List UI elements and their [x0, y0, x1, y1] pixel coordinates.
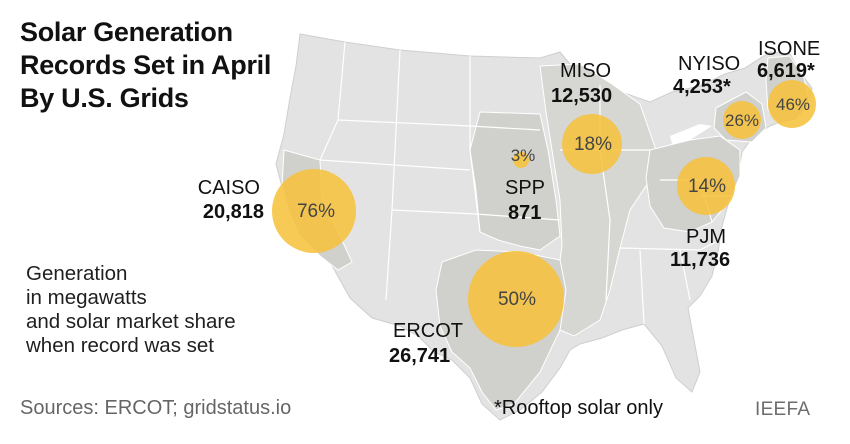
chart-title: Solar Generation Records Set in April By…: [20, 17, 272, 113]
miso-share: 18%: [573, 134, 613, 155]
rooftop-footnote: *Rooftop solar only: [494, 397, 663, 419]
isone-share: 46%: [775, 95, 811, 114]
spp-share: 3%: [510, 146, 536, 165]
spp-label: SPP: [505, 177, 546, 199]
bubble-caiso: [272, 169, 356, 253]
legend-line-2: in megawatts: [26, 286, 147, 309]
miso-generation: 12,530: [551, 85, 613, 107]
pjm-generation: 11,736: [670, 249, 731, 271]
ercot-share: 50%: [497, 289, 537, 310]
legend-line-1: Generation: [26, 262, 128, 285]
pjm-label: PJM: [686, 226, 726, 248]
legend-line-3: and solar market share: [26, 310, 236, 333]
bubble-nyiso: [723, 101, 761, 139]
spp-generation: 871: [508, 202, 542, 224]
nyiso-label: NYISO: [678, 53, 741, 75]
sources-note: Sources: ERCOT; gridstatus.io: [20, 397, 292, 419]
ercot-generation: 26,741: [389, 345, 451, 367]
legend-line-4: when record was set: [26, 334, 215, 357]
lake-erie: [670, 124, 712, 144]
bubble-spp: [513, 152, 529, 168]
miso-label: MISO: [560, 60, 612, 82]
caiso-share: 76%: [296, 201, 336, 222]
brand-logo: IEEFA: [755, 399, 811, 420]
isone-label: ISONE: [758, 38, 821, 60]
ercot-label: ERCOT: [393, 320, 463, 342]
nyiso-generation: 4,253*: [673, 76, 731, 98]
bubble-isone: [768, 80, 816, 128]
caiso-generation: 20,818: [202, 201, 264, 223]
legend-text: Generation in megawatts and solar market…: [26, 262, 326, 358]
bubble-miso: [562, 114, 622, 174]
pjm-share: 14%: [687, 176, 727, 197]
bubble-pjm: [677, 157, 735, 215]
isone-generation: 6,619*: [757, 60, 815, 82]
nyiso-share: 26%: [724, 111, 760, 130]
bubble-ercot: [468, 251, 564, 347]
caiso-label: CAISO: [197, 177, 260, 199]
